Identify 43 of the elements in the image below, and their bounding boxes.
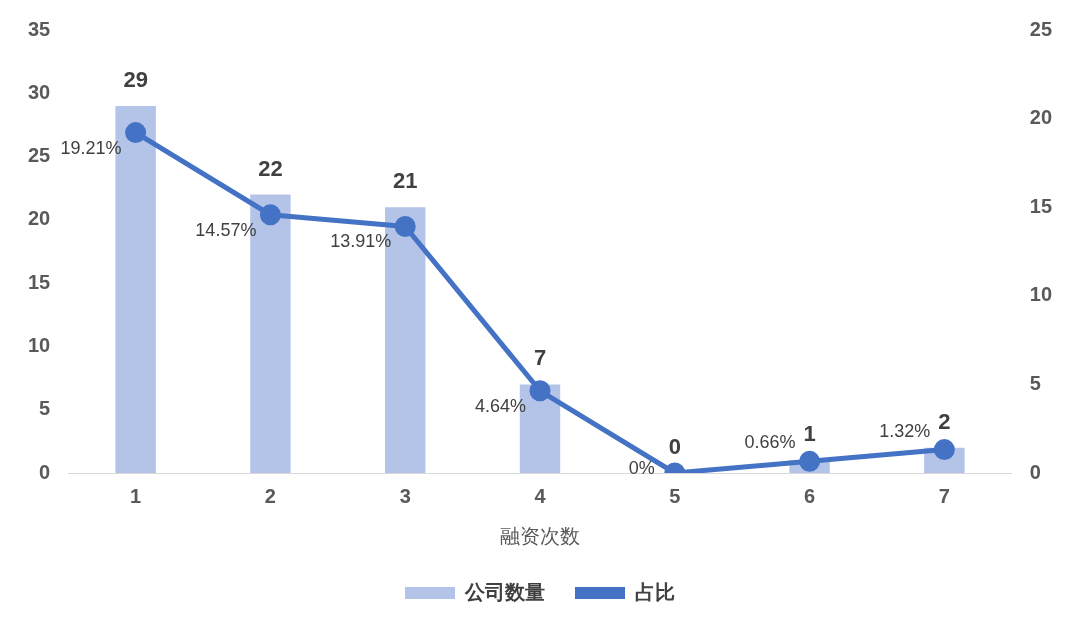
point — [799, 450, 821, 472]
legend-label: 占比 — [635, 580, 675, 603]
y-tick-label: 35 — [28, 17, 51, 40]
data-label: 21 — [392, 168, 418, 194]
data-label: 13.91% — [330, 231, 392, 252]
y-tick-label: 20 — [28, 207, 51, 230]
x-tick-label: 4 — [534, 484, 547, 507]
y2-tick-label: 25 — [1029, 17, 1052, 40]
data-label: 0 — [668, 434, 681, 460]
y2-tick-label: 15 — [1029, 194, 1052, 217]
data-label: 2 — [938, 408, 951, 434]
y-tick-label: 25 — [28, 144, 51, 167]
x-axis-title: 融资次数 — [500, 524, 580, 547]
point — [529, 380, 551, 402]
y2-tick-label: 0 — [1029, 460, 1041, 483]
data-label: 14.57% — [195, 219, 257, 240]
point — [125, 122, 147, 144]
data-label: 0.66% — [744, 432, 796, 453]
y-tick-label: 30 — [28, 80, 51, 103]
data-label: 1 — [803, 421, 816, 447]
data-label: 0% — [628, 457, 655, 478]
data-label: 4.64% — [474, 395, 526, 416]
point — [394, 216, 416, 238]
x-tick-label: 5 — [669, 484, 681, 507]
x-tick-label: 1 — [130, 484, 142, 507]
data-label: 7 — [533, 345, 547, 371]
x-tick-label: 7 — [938, 484, 950, 507]
y2-tick-label: 5 — [1029, 371, 1041, 394]
point — [259, 204, 281, 226]
x-tick-label: 6 — [804, 484, 816, 507]
y2-tick-label: 20 — [1029, 106, 1052, 129]
data-label: 19.21% — [60, 137, 122, 158]
y2-tick-label: 10 — [1029, 283, 1052, 306]
y-tick-label: 10 — [28, 333, 51, 356]
y-tick-label: 15 — [28, 270, 51, 293]
legend-label: 公司数量 — [464, 580, 545, 603]
data-label: 22 — [258, 155, 283, 181]
data-label: 29 — [123, 67, 148, 93]
x-tick-label: 2 — [264, 484, 276, 507]
data-label: 1.32% — [879, 420, 931, 441]
y-tick-label: 5 — [39, 397, 51, 420]
y-tick-label: 0 — [39, 460, 51, 483]
x-tick-label: 3 — [399, 484, 411, 507]
